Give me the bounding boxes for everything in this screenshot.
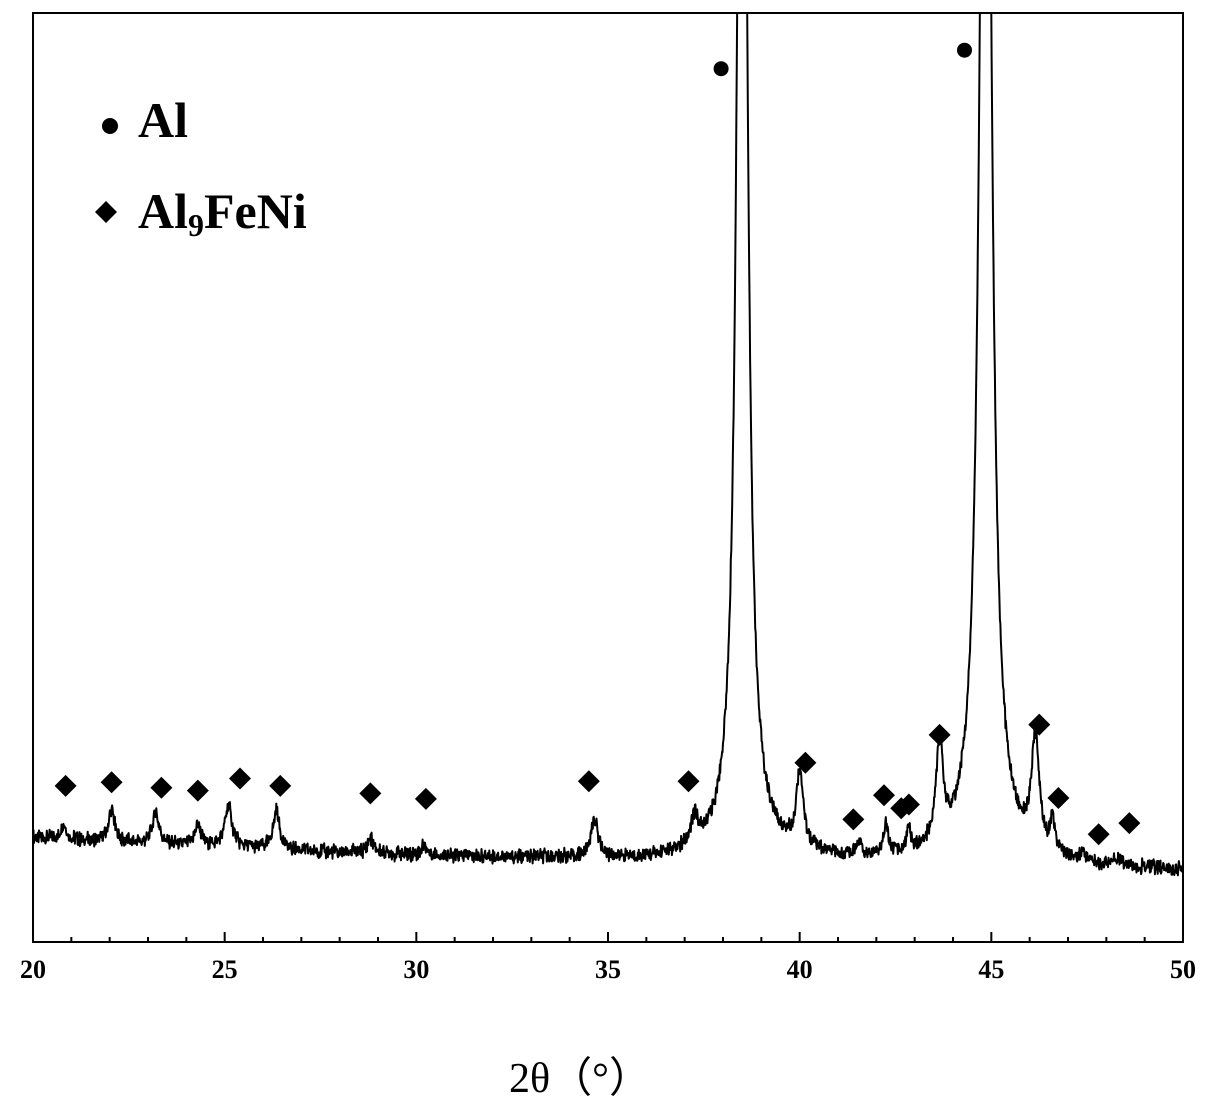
al9feni-peak-marker-1 <box>100 771 123 794</box>
x-tick-label: 20 <box>20 955 46 984</box>
x-tick-label: 40 <box>787 955 813 984</box>
al9feni-peak-marker-14 <box>897 793 920 816</box>
legend-al-marker <box>102 118 118 134</box>
legend-al9feni-label: Al9FeNi <box>138 183 307 243</box>
legend-al9feni-marker <box>95 201 117 223</box>
al9feni-peak-marker-8 <box>577 770 600 793</box>
al9feni-peak-marker-16 <box>1028 713 1051 736</box>
legend-al-label: Al <box>138 92 188 148</box>
al9feni-peak-marker-5 <box>269 774 292 797</box>
al9feni-peak-marker-6 <box>359 782 382 805</box>
al9feni-peak-marker-0 <box>54 774 77 797</box>
x-tick-label: 50 <box>1170 955 1196 984</box>
legend: Al Al9FeNi <box>95 92 307 243</box>
xrd-trace <box>33 13 1183 877</box>
al9feni-peak-marker-2 <box>150 776 173 799</box>
al9feni-peak-marker-11 <box>842 808 865 831</box>
x-tick-label: 35 <box>595 955 621 984</box>
al9feni-peak-marker-18 <box>1087 823 1110 846</box>
al9feni-peak-marker-7 <box>414 787 437 810</box>
x-tick-label: 30 <box>403 955 429 984</box>
al9feni-peak-marker-19 <box>1118 812 1141 835</box>
x-tick-label: 25 <box>212 955 238 984</box>
al9feni-peak-marker-3 <box>186 779 209 802</box>
al-peak-marker-1 <box>957 42 972 58</box>
al9feni-peak-marker-12 <box>873 784 895 807</box>
al9feni-peak-marker-17 <box>1047 787 1070 810</box>
al-peak-marker-0 <box>713 61 729 77</box>
al9feni-peak-marker-15 <box>928 723 951 746</box>
al9feni-peak-marker-4 <box>229 767 251 790</box>
al9feni-peak-marker-10 <box>794 751 817 774</box>
x-tick-label: 45 <box>978 955 1004 984</box>
x-axis-title: 2θ（°） <box>509 1056 651 1102</box>
al9feni-peak-marker-9 <box>677 770 700 793</box>
